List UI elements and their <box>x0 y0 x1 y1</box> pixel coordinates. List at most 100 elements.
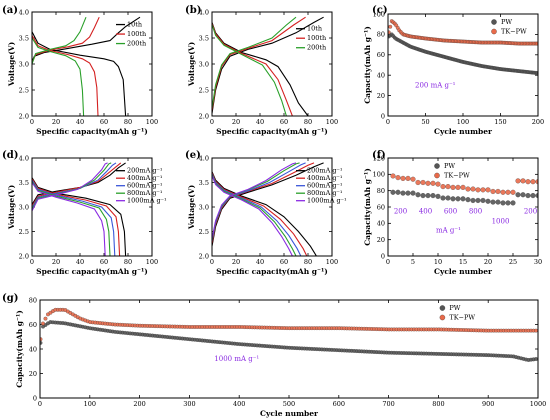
panel-label: (f) <box>372 150 386 161</box>
x-axis-label: Specific capacity(mAh g⁻¹) <box>36 267 148 276</box>
x-tick-label: 20 <box>232 118 240 126</box>
x-tick-label: 0 <box>210 118 214 126</box>
series-line-discharge <box>32 182 106 256</box>
data-point <box>495 188 501 195</box>
data-point <box>395 189 401 195</box>
y-tick-label: 40 <box>377 72 385 80</box>
series-line-discharge <box>212 22 309 116</box>
x-axis-label: Specific capacity(mAh g⁻¹) <box>216 127 328 136</box>
x-tick-label: 5 <box>411 258 415 266</box>
rate-label: 1000 <box>492 217 510 225</box>
legend-marker <box>439 305 446 311</box>
annotation: 1000 mA g⁻¹ <box>214 355 259 363</box>
y-tick-label: 80 <box>377 187 385 195</box>
series-line-discharge <box>212 171 317 256</box>
legend-label: PW <box>449 304 460 312</box>
y-tick-label: 2.0 <box>19 112 29 120</box>
data-point <box>405 190 411 196</box>
data-point <box>534 357 538 361</box>
x-tick-label: 40 <box>256 258 264 266</box>
data-point <box>43 316 48 321</box>
series-line-discharge <box>212 24 287 116</box>
data-point <box>425 193 431 199</box>
data-point <box>505 200 511 206</box>
legend-marker <box>434 172 440 179</box>
rate-label: 200 <box>394 208 407 216</box>
plot-frame <box>39 299 539 399</box>
data-point <box>388 30 391 35</box>
data-point <box>435 193 441 199</box>
x-tick-label: 60 <box>100 258 108 266</box>
data-point <box>450 184 456 190</box>
plot-area <box>212 16 324 116</box>
data-point <box>440 195 446 201</box>
y-tick-label: 2.5 <box>19 228 29 236</box>
data-point <box>420 179 426 186</box>
data-point <box>530 179 536 185</box>
series-line-discharge <box>32 178 121 256</box>
series-line-charge <box>32 162 112 210</box>
y-tick-label: 3.0 <box>199 60 209 68</box>
x-tick-label: 700 <box>382 400 394 408</box>
panel-label: (c) <box>372 5 388 16</box>
y-tick-label: 3.0 <box>19 203 29 211</box>
annotation: mA g⁻¹ <box>436 226 461 234</box>
y-tick-label: 0 <box>33 394 37 402</box>
legend-label: 400mA g⁻¹ <box>307 174 343 182</box>
data-point <box>510 200 516 206</box>
plot-area <box>32 162 127 256</box>
data-point <box>430 193 436 199</box>
x-tick-label: 150 <box>494 118 506 126</box>
plot-frame <box>387 157 539 257</box>
y-tick-label: 100 <box>373 10 385 18</box>
y-tick-label: 3.5 <box>19 34 29 42</box>
data-point <box>520 192 526 198</box>
x-tick-label: 10 <box>434 258 442 266</box>
legend-marker <box>491 19 497 25</box>
data-point <box>485 187 491 193</box>
x-tick-label: 50 <box>421 118 429 126</box>
data-point <box>490 188 496 195</box>
data-point <box>520 178 526 184</box>
x-tick-label: 100 <box>146 118 158 126</box>
data-point <box>515 192 521 198</box>
x-tick-label: 300 <box>183 400 195 408</box>
x-tick-label: 0 <box>30 258 34 266</box>
x-tick-label: 100 <box>146 258 158 266</box>
data-point <box>400 190 406 196</box>
panel-label: (a) <box>2 5 18 16</box>
y-tick-label: 40 <box>29 345 37 353</box>
legend-marker <box>439 314 446 321</box>
y-tick-label: 2.5 <box>19 86 29 94</box>
data-point <box>415 179 421 186</box>
x-tick-label: 20 <box>484 258 492 266</box>
rate-label: 200 <box>524 208 537 216</box>
x-tick-label: 20 <box>52 118 60 126</box>
series-line-charge <box>32 16 141 62</box>
panel-label: (g) <box>2 293 18 304</box>
legend-marker <box>434 163 440 169</box>
x-tick-label: 40 <box>256 118 264 126</box>
y-tick-label: 40 <box>377 220 385 228</box>
data-point <box>445 195 451 201</box>
data-point <box>480 197 486 204</box>
data-point <box>525 179 531 185</box>
series-line-charge <box>212 162 324 247</box>
x-tick-label: 200 <box>133 400 145 408</box>
data-point <box>470 186 476 192</box>
series-line-charge <box>212 162 297 239</box>
plot-frame <box>387 13 539 117</box>
series-line-discharge <box>32 37 85 116</box>
x-tick-label: 0 <box>210 258 214 266</box>
plot-area <box>390 173 538 206</box>
data-point <box>395 175 401 181</box>
legend-label: PW <box>501 18 512 26</box>
x-tick-label: 500 <box>283 400 295 408</box>
rate-label: 600 <box>444 208 457 216</box>
legend-label: PW <box>444 162 455 170</box>
rate-label: 800 <box>469 208 482 216</box>
y-tick-label: 120 <box>373 154 385 162</box>
y-tick-label: 0 <box>381 252 385 260</box>
data-point <box>455 184 461 190</box>
legend-label: 600mA g⁻¹ <box>127 182 163 190</box>
